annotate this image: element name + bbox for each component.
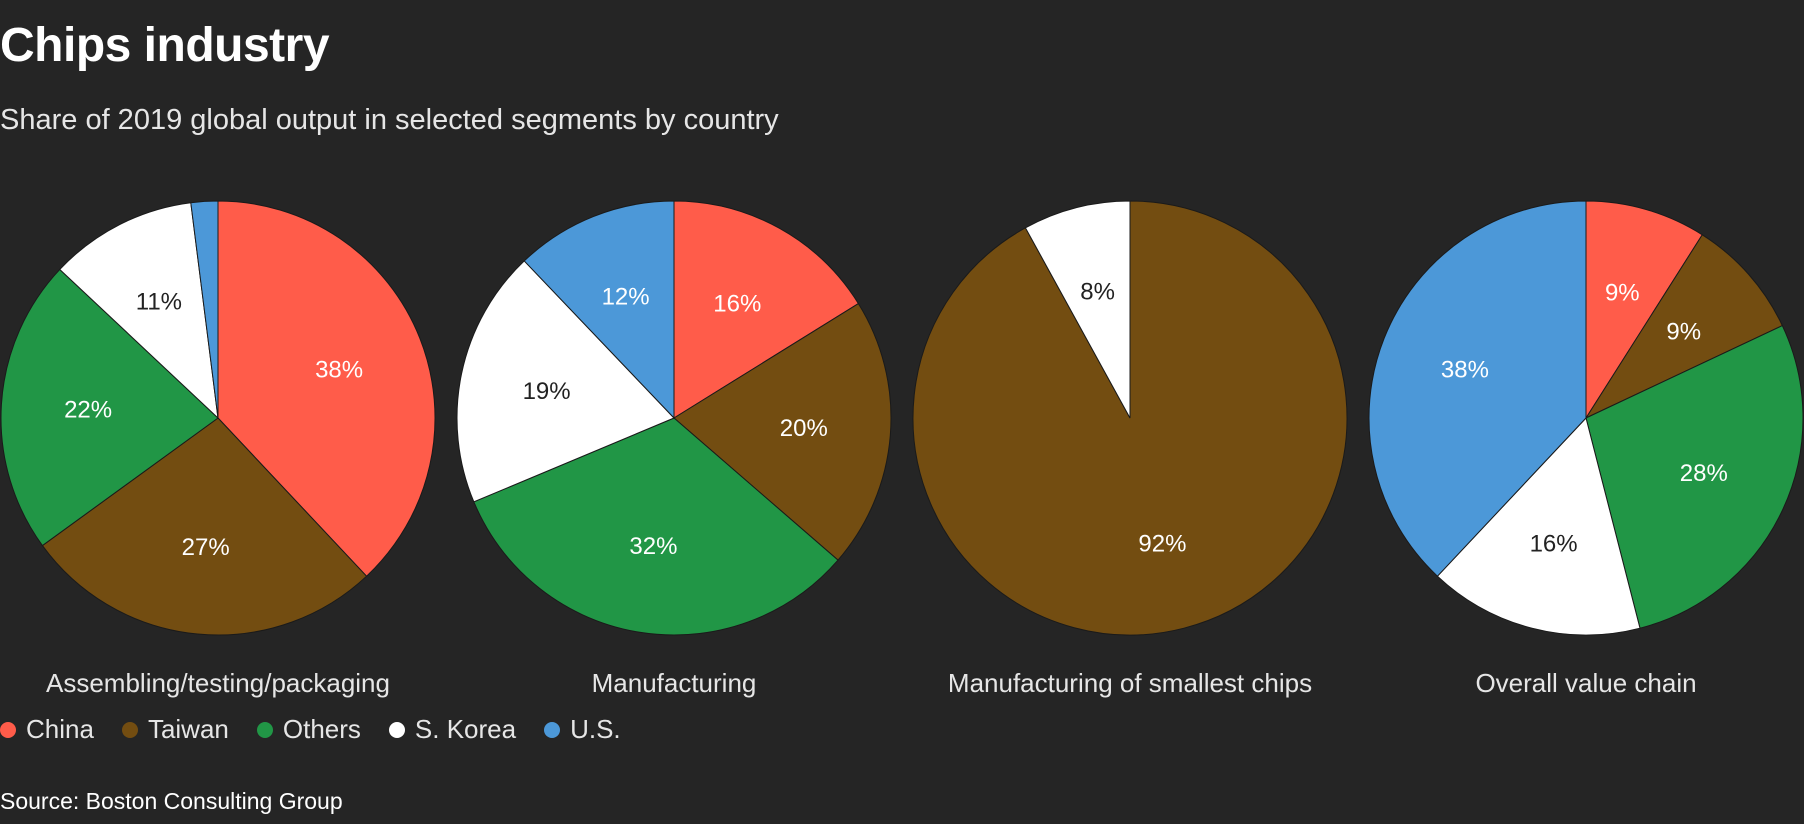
legend-label: Others <box>282 714 361 744</box>
slice-label: 32% <box>629 533 677 560</box>
legend-item-taiwan: Taiwan <box>121 714 229 745</box>
legend-swatch-us <box>544 721 561 738</box>
legend-swatch-china <box>0 721 16 738</box>
legend-label: U.S. <box>570 714 621 744</box>
slice-taiwan <box>673 302 892 561</box>
slice-u-s <box>1368 200 1587 577</box>
slice-others <box>1585 324 1804 629</box>
legend-item-others: Others <box>256 714 361 745</box>
legend-item-us: U.S. <box>544 714 621 745</box>
slice-u-s <box>190 200 219 419</box>
slice-s-korea <box>1024 200 1131 419</box>
pie-overall-value-chain: 9% 9% 28% 16% 38% Overall value chain <box>1368 200 1804 698</box>
slice-china <box>1585 200 1703 420</box>
slice-label: 16% <box>713 291 761 318</box>
slice-label: 92% <box>1138 531 1186 558</box>
slice-s-korea <box>456 260 675 503</box>
slice-u-s <box>523 200 675 420</box>
legend-label: Taiwan <box>147 714 229 744</box>
pie-manufacturing: 16% 20% 32% 19% 12% Manufacturing <box>456 200 892 698</box>
legend-label: S. Korea <box>414 714 517 744</box>
slice-label: 20% <box>780 415 828 442</box>
pie-title: Assembling/testing/packaging <box>46 668 390 698</box>
slice-taiwan <box>41 417 368 636</box>
slice-s-korea <box>59 202 219 420</box>
pie-assembling-testing-packaging: 38% 27% 22% 11% Assembling/testing/packaging <box>0 200 436 698</box>
slice-label: 19% <box>523 378 571 405</box>
slice-label: 28% <box>1680 460 1728 487</box>
slice-china <box>673 200 860 419</box>
slice-label: 38% <box>1441 357 1489 384</box>
slice-china <box>217 200 436 577</box>
legend-swatch-others <box>256 721 273 738</box>
slice-label: 16% <box>1530 531 1578 558</box>
pie-title: Manufacturing of smallest chips <box>948 668 1312 698</box>
legend-item-china: China <box>0 714 94 745</box>
slice-label: 11% <box>136 289 182 316</box>
legend-swatch-taiwan <box>121 721 138 738</box>
legend: China Taiwan Others S. Korea U.S. <box>0 714 649 745</box>
slice-label: 27% <box>182 534 230 561</box>
source-note: Source: Boston Consulting Group <box>0 788 343 814</box>
chart-title: Chips industry <box>0 19 330 72</box>
legend-item-s-korea: S. Korea <box>388 714 517 745</box>
legend-label: China <box>26 714 94 744</box>
pie-manufacturing-of-smallest-chips: 92% 8% Manufacturing of smallest chips <box>912 200 1348 698</box>
pie-title: Overall value chain <box>1475 668 1696 698</box>
slice-others <box>473 417 839 636</box>
slice-taiwan <box>1584 234 1784 420</box>
slice-label: 22% <box>64 396 112 423</box>
slice-label: 8% <box>1080 278 1115 305</box>
legend-swatch-s-korea <box>388 721 405 738</box>
slice-label: 38% <box>315 357 363 384</box>
chart-subtitle: Share of 2019 global output in selected … <box>0 104 779 136</box>
slice-label: 9% <box>1666 318 1701 345</box>
slice-label: 9% <box>1605 280 1640 307</box>
pie-title: Manufacturing <box>592 668 757 698</box>
slice-others <box>0 268 219 547</box>
slice-label: 12% <box>602 284 650 311</box>
slice-s-korea <box>1436 416 1641 636</box>
